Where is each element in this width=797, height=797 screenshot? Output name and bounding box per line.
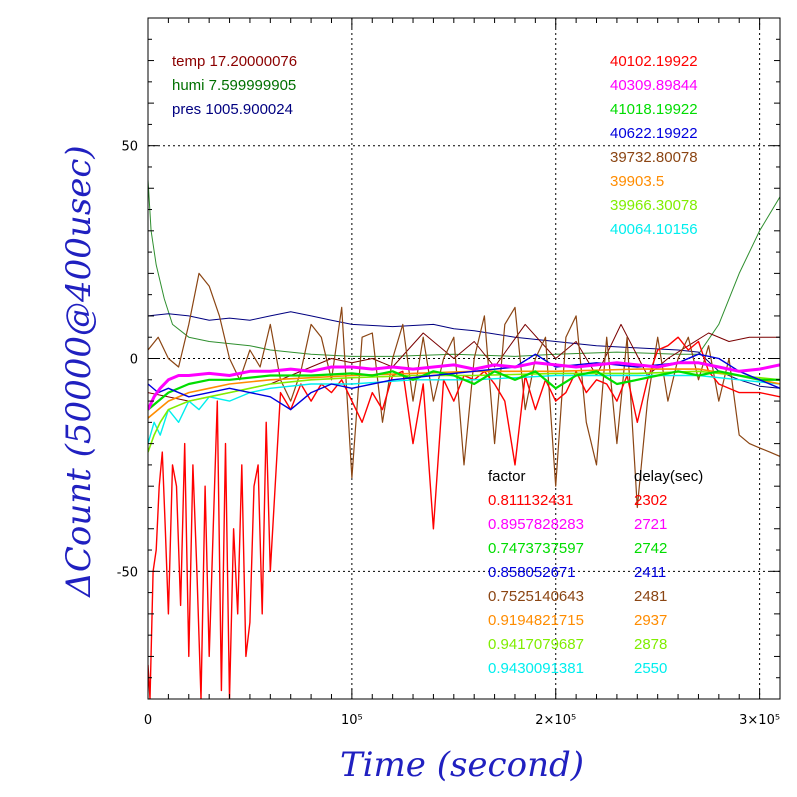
- series-line: [148, 361, 780, 411]
- series-line: [148, 353, 780, 411]
- mean-label: 39732.80078: [610, 149, 698, 166]
- factor-value: 0.858052671: [488, 564, 576, 581]
- series-line: [148, 368, 780, 419]
- factor-value: 0.9430091381: [488, 660, 584, 677]
- delay-value: 2937: [634, 612, 667, 629]
- series-line: [148, 374, 780, 444]
- delay-value: 2742: [634, 540, 667, 557]
- delay-value: 2550: [634, 660, 667, 677]
- series-line: [148, 336, 780, 699]
- env-label-humi: humi 7.599999905: [172, 77, 296, 94]
- mean-label: 40064.10156: [610, 221, 698, 238]
- factor-value: 0.811132431: [488, 492, 573, 509]
- x-axis-title: Time (second): [340, 745, 584, 785]
- series-line: [148, 179, 780, 357]
- tick-labels: 0 10⁵ 2×10⁵ 3×10⁵ 50 0 -50: [117, 140, 780, 728]
- x-tick-label: 2×10⁵: [535, 713, 576, 728]
- mean-label: 41018.19922: [610, 101, 698, 118]
- y-tick-label: 50: [121, 140, 138, 155]
- y-tick-label: 0: [130, 353, 138, 368]
- factor-value: 0.7525140643: [488, 588, 584, 605]
- mean-label: 40622.19922: [610, 125, 698, 142]
- delay-value: 2411: [634, 564, 666, 581]
- delay-header: delay(sec): [634, 468, 703, 485]
- factor-value: 0.7473737597: [488, 540, 584, 557]
- mean-label: 39903.5: [610, 173, 664, 190]
- env-label-pres: pres 1005.900024: [172, 101, 293, 118]
- mean-label: 39966.30078: [610, 197, 698, 214]
- series-line: [148, 311, 780, 389]
- factor-header: factor: [488, 468, 526, 485]
- y-tick-label: -50: [117, 565, 138, 580]
- plot-frame: [147, 17, 781, 700]
- x-tick-label: 3×10⁵: [739, 713, 780, 728]
- series-line: [148, 323, 780, 402]
- env-label-temp: temp 17.20000076: [172, 53, 297, 70]
- series-layer: [148, 179, 780, 699]
- delay-value: 2721: [634, 516, 667, 533]
- delay-value: 2481: [634, 588, 667, 605]
- factor-delay-table: factor delay(sec) 0.811132431 2302 0.895…: [488, 468, 703, 677]
- delay-value: 2302: [634, 492, 667, 509]
- factor-value: 0.9417079687: [488, 636, 584, 653]
- x-tick-label: 10⁵: [341, 713, 363, 728]
- axis-ticks: [147, 17, 781, 700]
- series-line: [148, 370, 780, 411]
- mean-label: 40309.89844: [610, 77, 698, 94]
- env-legend: temp 17.20000076 humi 7.599999905 pres 1…: [172, 53, 297, 118]
- series-line: [148, 370, 780, 453]
- mean-legend: 40102.19922 40309.89844 41018.19922 4062…: [610, 53, 698, 238]
- delay-value: 2878: [634, 636, 667, 653]
- mean-label: 40102.19922: [610, 53, 698, 70]
- factor-value: 0.9194821715: [488, 612, 584, 629]
- factor-value: 0.8957828283: [488, 516, 584, 533]
- y-axis-title: ΔCount (50000@400usec): [59, 145, 99, 598]
- x-tick-label: 0: [144, 713, 152, 728]
